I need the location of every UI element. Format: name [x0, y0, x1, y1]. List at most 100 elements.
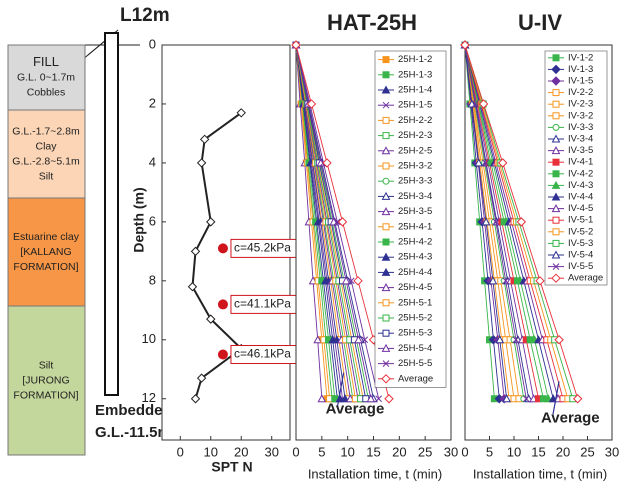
legend-label: IV-2-2	[568, 87, 593, 98]
marker	[488, 276, 498, 285]
x-tick-label: 0	[461, 444, 468, 459]
marker	[375, 395, 383, 403]
legend-label: 25H-4-3	[398, 252, 432, 263]
marker	[353, 276, 363, 286]
chart-title: U-IV	[518, 10, 562, 35]
legend-label: IV-1-3	[568, 64, 593, 75]
legend-label: IV-4-5	[568, 203, 593, 214]
marker	[382, 71, 390, 79]
legend-label: IV-5-4	[568, 250, 593, 261]
legend-label: 25H-1-2	[398, 54, 432, 65]
x-axis-label: Installation time, t (min)	[308, 466, 442, 481]
marker	[382, 162, 390, 170]
marker	[552, 89, 560, 97]
legend-label: 25H-2-2	[398, 115, 432, 126]
marker	[382, 299, 390, 307]
marker	[474, 158, 484, 167]
annotation-arrow	[337, 372, 345, 406]
chart-title: HAT-25H	[327, 10, 417, 35]
legend-label: 25H-5-3	[398, 328, 432, 339]
marker	[347, 277, 355, 285]
marker	[196, 158, 207, 168]
series	[187, 108, 246, 404]
x-axis-label: SPT N	[211, 459, 252, 475]
soil-layer: G.L.-1.7~2.8m Clay G.L.-2.8~5.1m Silt	[7, 109, 86, 199]
y-tick-label: 10	[142, 331, 156, 346]
marker	[551, 192, 561, 201]
x-tick-label: 25	[580, 444, 594, 459]
marker	[366, 394, 376, 403]
marker	[554, 335, 564, 345]
marker	[236, 108, 246, 118]
marker	[382, 116, 390, 124]
x-tick-label: 20	[392, 444, 406, 459]
x-tick-label: 30	[444, 444, 458, 459]
marker	[382, 177, 390, 185]
soil-layer: Estuarine clay [KALLANG FORMATION]	[7, 197, 86, 307]
soil-layer-fill	[7, 44, 86, 111]
marker	[361, 336, 369, 344]
annotation: c=41.1kPa	[234, 297, 291, 311]
marker	[381, 191, 391, 200]
marker	[384, 394, 394, 404]
legend-label: 25H-2-3	[398, 130, 432, 141]
legend-label: IV-4-1	[568, 157, 593, 168]
x-tick-label: 10	[507, 444, 521, 459]
legend-label: IV-5-5	[568, 261, 593, 272]
legend-label: IV-1-2	[568, 52, 593, 63]
marker	[196, 373, 207, 383]
marker	[382, 329, 390, 337]
marker	[187, 282, 198, 292]
marker	[382, 238, 390, 246]
x-tick-label: 20	[234, 444, 248, 459]
x-tick-label: 10	[204, 444, 218, 459]
marker	[460, 40, 470, 50]
annotation-arrow	[552, 381, 560, 415]
annotation: Average	[326, 401, 385, 418]
legend-label: IV-3-5	[568, 145, 593, 156]
x-tick-label: 5	[318, 444, 325, 459]
soil-layer-text: Estuarine clay	[13, 231, 80, 243]
legend-label: 25H-5-2	[398, 313, 432, 324]
marker	[382, 132, 390, 140]
marker	[381, 374, 391, 384]
marker	[551, 180, 561, 189]
legend-label: 25H-4-4	[398, 267, 432, 278]
marker	[551, 204, 561, 213]
soil-layer-text: Clay	[35, 140, 57, 152]
y-tick-label: 0	[149, 36, 156, 51]
marker	[478, 99, 489, 109]
marker	[322, 158, 332, 168]
marker	[495, 335, 505, 344]
y-tick-label: 12	[142, 390, 156, 405]
legend-label: 25H-3-5	[398, 206, 432, 217]
soil-layer-text: FILL	[33, 54, 59, 69]
soil-layer-text: FORMATION]	[13, 389, 78, 401]
marker	[492, 218, 500, 226]
y-tick-label: 2	[149, 95, 156, 110]
legend-label: IV-4-3	[568, 180, 593, 191]
x-tick-label: 30	[264, 444, 278, 459]
marker	[552, 170, 560, 178]
marker	[552, 158, 560, 166]
embedded-label: G.L.-11.5m	[95, 424, 171, 441]
legend-label: Average	[568, 273, 603, 284]
legend-label: IV-3-3	[568, 122, 593, 133]
marker	[551, 146, 561, 155]
x-tick-label: 30	[605, 444, 619, 459]
marker	[291, 40, 301, 50]
soil-layer-text: Silt	[39, 170, 54, 182]
legend-label: 25H-2-5	[398, 145, 432, 156]
marker	[552, 263, 560, 270]
legend-label: 25H-5-1	[398, 297, 432, 308]
marker	[381, 283, 391, 292]
marker	[535, 276, 545, 286]
annotation: c=46.1kPa	[234, 347, 291, 361]
marker	[199, 134, 210, 145]
marker	[551, 64, 561, 75]
x-tick-label: 25	[418, 444, 432, 459]
clay-point	[217, 243, 228, 254]
x-tick-label: 20	[556, 444, 570, 459]
soil-layer-fill	[7, 197, 86, 307]
soil-layer: FILL G.L. 0~1.7m Cobbles	[7, 44, 86, 111]
